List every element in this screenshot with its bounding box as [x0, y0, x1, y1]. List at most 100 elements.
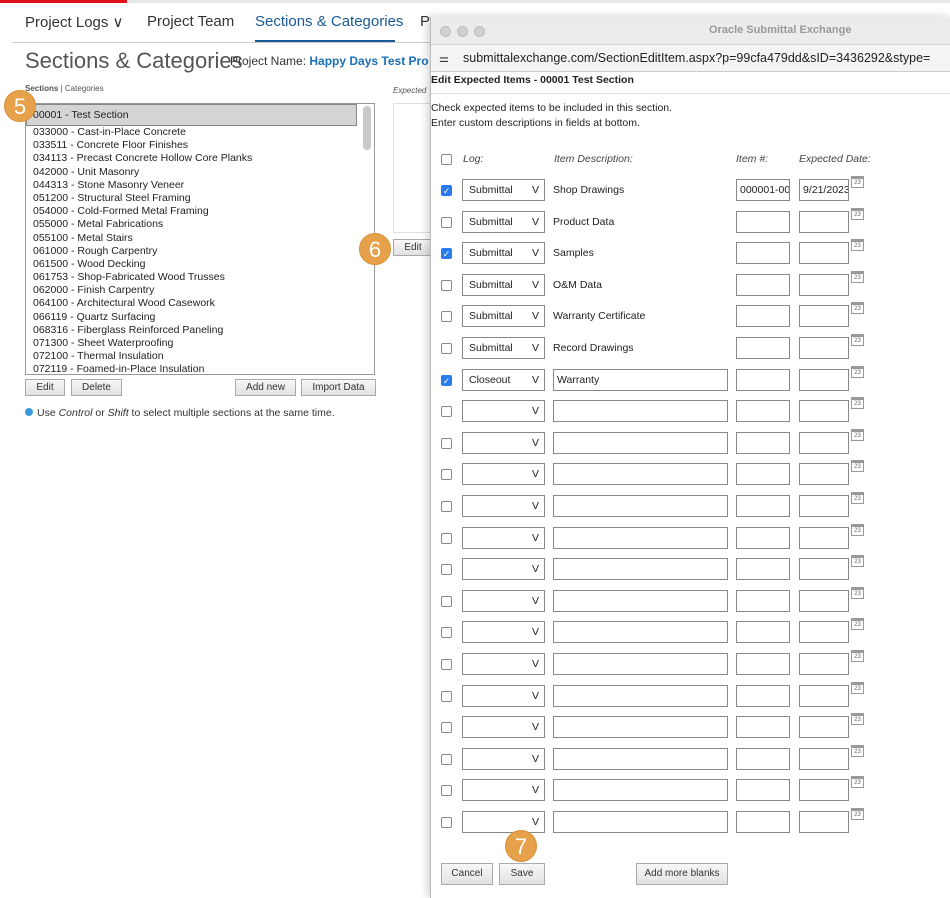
- item-number-input[interactable]: [736, 747, 790, 770]
- tab-project-logs[interactable]: Project Logs ∨: [25, 14, 124, 31]
- item-number-input[interactable]: [736, 305, 790, 328]
- item-number-input[interactable]: [736, 337, 790, 359]
- scrollbar[interactable]: [363, 106, 371, 150]
- expected-edit-button[interactable]: Edit: [393, 239, 433, 256]
- item-number-input[interactable]: [736, 589, 790, 612]
- calendar-icon[interactable]: 23: [851, 586, 864, 599]
- calendar-icon[interactable]: 23: [851, 334, 864, 346]
- log-select[interactable]: Submittal V: [462, 273, 545, 296]
- section-list-item[interactable]: 072119 - Foamed-in-Place Insulation: [33, 363, 205, 375]
- custom-description-input[interactable]: [553, 747, 728, 770]
- section-list-item[interactable]: 068316 - Fiberglass Reinforced Paneling: [33, 323, 224, 336]
- row-checkbox[interactable]: [441, 532, 452, 544]
- expected-date-input[interactable]: [799, 653, 849, 675]
- expected-date-input[interactable]: [799, 558, 849, 581]
- row-checkbox[interactable]: [441, 343, 452, 354]
- expected-date-input[interactable]: 9/21/2023: [799, 179, 849, 201]
- item-number-input[interactable]: [736, 400, 790, 423]
- section-list-item[interactable]: 054000 - Cold-Formed Metal Framing: [33, 205, 209, 218]
- log-select[interactable]: Submittal V: [462, 305, 545, 328]
- log-select[interactable]: V: [462, 431, 545, 454]
- log-select[interactable]: V: [462, 400, 545, 423]
- sections-listbox[interactable]: 00001 - Test Section 033000 - Cast-in-Pla…: [25, 103, 375, 375]
- custom-description-input[interactable]: Warranty: [553, 368, 728, 391]
- row-checkbox[interactable]: [441, 311, 452, 323]
- item-number-input[interactable]: [736, 621, 790, 644]
- calendar-icon[interactable]: 23: [851, 776, 864, 789]
- log-select[interactable]: V: [462, 811, 545, 833]
- custom-description-input[interactable]: [553, 811, 728, 833]
- custom-description-input[interactable]: [553, 526, 728, 549]
- item-number-input[interactable]: [736, 431, 790, 454]
- item-number-input[interactable]: [736, 811, 790, 833]
- custom-description-input[interactable]: [553, 589, 728, 612]
- calendar-icon[interactable]: 23: [851, 555, 864, 568]
- section-list-item[interactable]: 033000 - Cast-in-Place Concrete: [33, 126, 186, 138]
- section-list-item[interactable]: 044313 - Stone Masonry Veneer: [33, 178, 185, 191]
- section-list-item[interactable]: 061000 - Rough Carpentry: [33, 244, 158, 257]
- expected-date-input[interactable]: [799, 400, 849, 423]
- section-list-item[interactable]: 033511 - Concrete Floor Finishes: [33, 139, 189, 152]
- calendar-icon[interactable]: 23: [851, 397, 864, 410]
- expected-date-input[interactable]: [799, 684, 849, 707]
- subtab-sections[interactable]: Sections: [25, 84, 59, 93]
- log-select[interactable]: Submittal V: [462, 179, 545, 201]
- expected-date-input[interactable]: [799, 716, 849, 739]
- row-checkbox[interactable]: [441, 659, 452, 670]
- import-data-button[interactable]: Import Data: [301, 379, 376, 396]
- log-select[interactable]: V: [462, 463, 545, 486]
- section-list-item[interactable]: 064100 - Architectural Wood Casework: [33, 297, 215, 310]
- log-select[interactable]: V: [462, 653, 545, 675]
- item-number-input[interactable]: 000001-00: [736, 179, 790, 201]
- calendar-icon[interactable]: 23: [851, 808, 864, 820]
- custom-description-input[interactable]: [553, 431, 728, 454]
- expected-date-input[interactable]: [799, 210, 849, 233]
- project-name-link[interactable]: Happy Days Test Pro: [309, 54, 429, 68]
- item-number-input[interactable]: [736, 242, 790, 265]
- expected-date-input[interactable]: [799, 463, 849, 486]
- section-list-item[interactable]: 062000 - Finish Carpentry: [33, 284, 155, 297]
- custom-description-input[interactable]: [553, 463, 728, 486]
- row-checkbox[interactable]: ✓: [441, 185, 452, 196]
- calendar-icon[interactable]: 23: [851, 713, 864, 726]
- calendar-icon[interactable]: 23: [851, 270, 864, 283]
- expected-date-input[interactable]: [799, 747, 849, 770]
- subtab-categories[interactable]: Categories: [64, 84, 104, 93]
- custom-description-input[interactable]: [553, 400, 728, 423]
- item-number-input[interactable]: [736, 684, 790, 707]
- item-number-input[interactable]: [736, 495, 790, 517]
- item-number-input[interactable]: [736, 716, 790, 739]
- minimize-window-button[interactable]: [457, 26, 468, 37]
- custom-description-input[interactable]: [553, 716, 728, 739]
- calendar-icon[interactable]: 23: [851, 176, 864, 188]
- custom-description-input[interactable]: [553, 684, 728, 707]
- item-number-input[interactable]: [736, 210, 790, 233]
- section-list-item[interactable]: 061753 - Shop-Fabricated Wood Trusses: [33, 271, 225, 284]
- save-button[interactable]: Save: [499, 863, 545, 885]
- item-number-input[interactable]: [736, 779, 790, 802]
- row-checkbox[interactable]: [441, 785, 452, 797]
- calendar-icon[interactable]: 23: [851, 681, 864, 694]
- expected-date-input[interactable]: [799, 242, 849, 265]
- log-select[interactable]: Closeout V: [462, 368, 545, 391]
- calendar-icon[interactable]: 23: [851, 239, 864, 252]
- add-more-blanks-button[interactable]: Add more blanks: [636, 863, 728, 885]
- edit-section-button[interactable]: Edit: [25, 379, 65, 396]
- row-checkbox[interactable]: [441, 406, 452, 418]
- section-list-item[interactable]: 061500 - Wood Decking: [33, 257, 146, 270]
- row-checkbox[interactable]: [441, 469, 452, 481]
- row-checkbox[interactable]: [441, 279, 452, 291]
- row-checkbox[interactable]: ✓: [441, 248, 452, 260]
- section-list-item[interactable]: 051200 - Structural Steel Framing: [33, 191, 191, 204]
- row-checkbox[interactable]: [441, 595, 452, 607]
- expected-date-input[interactable]: [799, 779, 849, 802]
- close-window-button[interactable]: [440, 26, 451, 37]
- calendar-icon[interactable]: 23: [851, 618, 864, 631]
- section-list-item[interactable]: 071300 - Sheet Waterproofing: [33, 337, 174, 349]
- item-number-input[interactable]: [736, 273, 790, 296]
- item-number-input[interactable]: [736, 526, 790, 549]
- custom-description-input[interactable]: [553, 558, 728, 581]
- row-checkbox[interactable]: [441, 753, 452, 765]
- delete-section-button[interactable]: Delete: [71, 379, 122, 396]
- custom-description-input[interactable]: [553, 779, 728, 802]
